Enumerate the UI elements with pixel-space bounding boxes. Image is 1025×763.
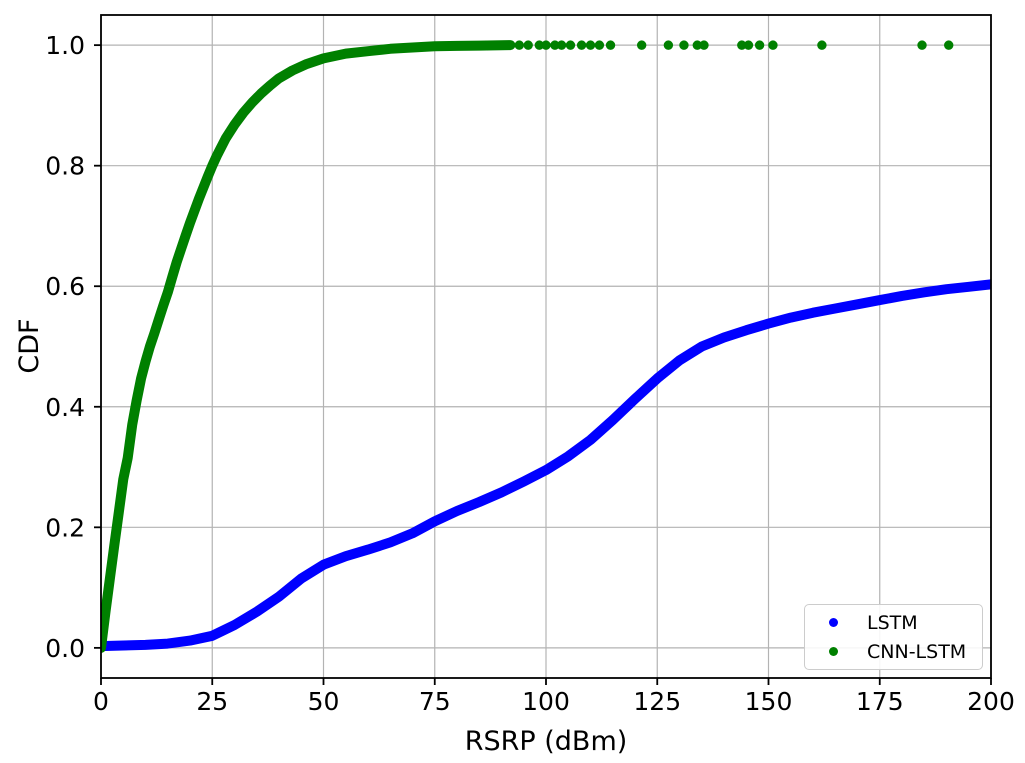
series-group <box>101 40 991 653</box>
legend: LSTM CNN-LSTM <box>804 604 983 670</box>
y-tick-label: 0.4 <box>45 393 85 422</box>
y-tick-label: 0.8 <box>45 152 85 181</box>
scatter-dot-CNN-LSTM <box>514 40 524 50</box>
y-tick-label: 0.6 <box>45 272 85 301</box>
scatter-dot-CNN-LSTM <box>565 40 576 50</box>
scatter-dot-CNN-LSTM <box>768 40 778 50</box>
scatter-dot-CNN-LSTM <box>743 40 754 50</box>
scatter-dot-CNN-LSTM <box>594 40 605 50</box>
x-tick-label: 25 <box>196 687 228 716</box>
x-tick-label: 150 <box>745 687 793 716</box>
series-LSTM <box>101 279 991 652</box>
scatter-dot-CNN-LSTM <box>917 40 927 50</box>
tick-marks <box>94 44 992 685</box>
x-tick-label: 200 <box>967 687 1015 716</box>
scatter-dot-CNN-LSTM <box>534 40 545 50</box>
scatter-dot-CNN-LSTM <box>556 40 567 50</box>
scatter-dot-CNN-LSTM <box>576 40 587 50</box>
scatter-dot-CNN-LSTM <box>944 40 954 50</box>
y-tick-label: 0.2 <box>45 513 85 542</box>
scatter-dot-CNN-LSTM <box>754 40 765 50</box>
legend-item-cnn-lstm: CNN-LSTM <box>805 637 982 666</box>
scatter-dot-CNN-LSTM <box>605 40 616 50</box>
y-axis-label: CDF <box>14 318 45 373</box>
cnn-lstm-dot-icon <box>829 647 838 656</box>
scatter-dot-CNN-LSTM <box>523 40 533 50</box>
x-tick-label: 100 <box>522 687 570 716</box>
tick-labels: 0 25 50 75 100 125 150 175 200 0.0 0.2 0.4 0.6 0.8 1.0 <box>45 31 1015 716</box>
scatter-dot-CNN-LSTM <box>699 40 709 50</box>
gridlines <box>100 15 992 678</box>
y-tick-label: 1.0 <box>45 31 85 60</box>
scatter-dot-CNN-LSTM <box>585 40 596 50</box>
scatter-dot-CNN-LSTM <box>663 40 674 50</box>
x-tick-label: 175 <box>856 687 904 716</box>
scatter-dot-CNN-LSTM <box>692 40 702 50</box>
lstm-dot-icon <box>829 618 838 627</box>
scatter-dot-CNN-LSTM <box>550 40 560 50</box>
y-tick-label: 0.0 <box>45 634 85 663</box>
legend-label-lstm: LSTM <box>867 611 918 634</box>
scatter-dot-CNN-LSTM <box>817 40 827 50</box>
x-axis-label: RSRP (dBm) <box>465 726 628 757</box>
series-CNN-LSTM <box>101 40 516 653</box>
x-tick-label: 125 <box>633 687 681 716</box>
scatter-dot-CNN-LSTM <box>636 40 647 50</box>
x-tick-label: 75 <box>419 687 451 716</box>
x-tick-label: 50 <box>308 687 340 716</box>
scatter-dot-CNN-LSTM <box>541 40 551 50</box>
x-tick-label: 0 <box>93 687 109 716</box>
legend-label-cnn-lstm: CNN-LSTM <box>867 640 967 663</box>
scatter-dot-CNN-LSTM <box>737 40 747 50</box>
legend-item-lstm: LSTM <box>805 608 982 637</box>
scatter-dot-CNN-LSTM <box>679 40 689 50</box>
